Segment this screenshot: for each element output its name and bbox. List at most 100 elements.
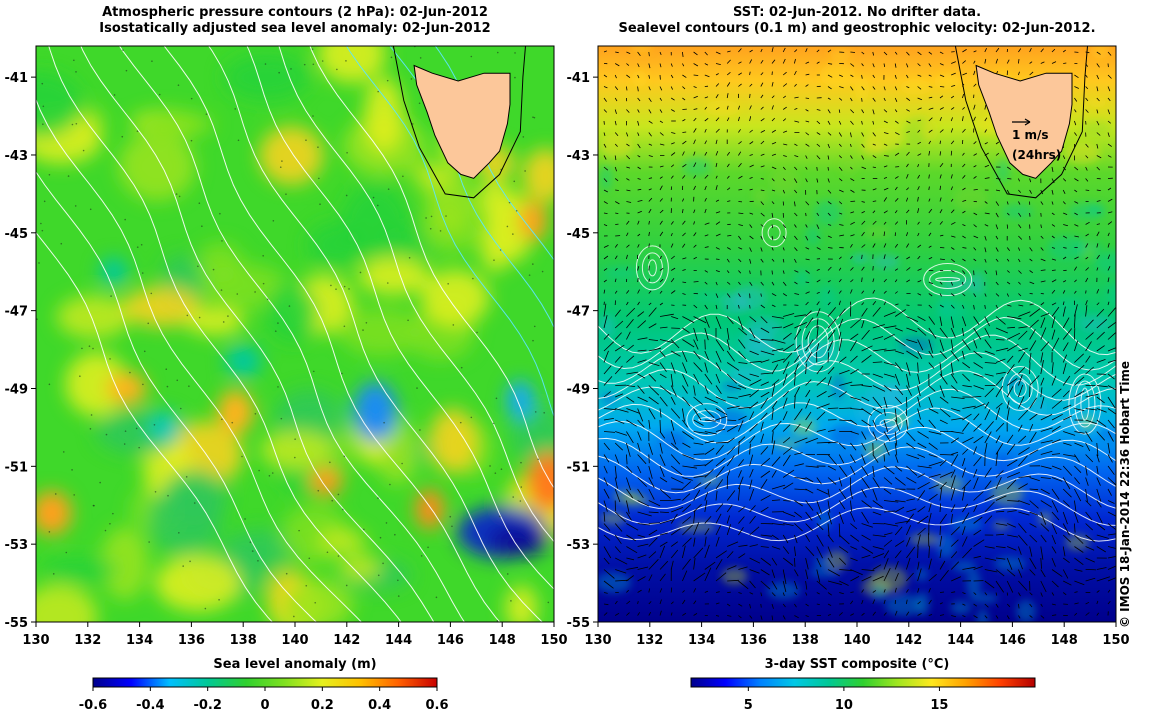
velocity-arrow xyxy=(950,487,956,501)
data-dot xyxy=(528,274,531,276)
data-dot xyxy=(379,536,382,539)
velocity-arrow xyxy=(715,270,720,273)
velocity-arrow xyxy=(626,74,631,79)
velocity-arrow xyxy=(861,569,875,572)
velocity-arrow xyxy=(872,220,877,225)
velocity-arrow xyxy=(861,500,872,509)
velocity-arrow xyxy=(1051,439,1061,444)
velocity-arrow xyxy=(906,51,910,56)
velocity-arrow xyxy=(704,293,708,297)
velocity-arrow xyxy=(950,117,953,122)
velocity-arrow xyxy=(1085,577,1096,582)
velocity-arrow xyxy=(906,525,912,536)
velocity-arrow xyxy=(794,372,796,386)
velocity-arrow xyxy=(995,470,1004,478)
data-dot xyxy=(341,372,343,375)
velocity-arrow xyxy=(782,281,787,286)
velocity-arrow xyxy=(1107,74,1112,79)
velocity-arrow xyxy=(1085,534,1096,543)
velocity-arrow xyxy=(603,569,615,579)
velocity-arrow xyxy=(603,454,610,463)
velocity-arrow xyxy=(760,592,763,597)
velocity-arrow xyxy=(715,51,721,55)
velocity-arrow xyxy=(794,394,796,409)
velocity-arrow xyxy=(872,166,876,168)
velocity-arrow xyxy=(771,534,779,540)
velocity-arrow xyxy=(1107,396,1116,409)
velocity-arrow xyxy=(816,132,821,135)
velocity-arrow xyxy=(603,166,609,171)
velocity-arrow xyxy=(1062,500,1070,507)
velocity-arrow xyxy=(962,566,976,570)
velocity-arrow xyxy=(917,561,920,570)
velocity-arrow xyxy=(1018,384,1024,398)
velocity-arrow xyxy=(782,332,792,340)
velocity-arrow xyxy=(693,537,696,547)
velocity-arrow xyxy=(603,376,613,386)
velocity-arrow xyxy=(670,528,681,536)
data-dot xyxy=(472,277,474,280)
velocity-arrow xyxy=(805,84,809,87)
velocity-arrow xyxy=(637,543,649,547)
velocity-arrow xyxy=(850,155,853,159)
velocity-arrow xyxy=(850,419,858,425)
velocity-arrow xyxy=(715,162,718,168)
velocity-arrow xyxy=(850,600,854,605)
data-dot xyxy=(377,90,379,93)
velocity-arrow xyxy=(782,569,787,585)
velocity-arrow xyxy=(894,256,899,260)
right-colorbar-gradient xyxy=(690,677,1036,688)
velocity-arrow xyxy=(906,362,911,376)
velocity-arrow xyxy=(894,268,899,271)
velocity-arrow xyxy=(659,143,665,146)
velocity-arrow xyxy=(749,59,753,64)
velocity-arrow xyxy=(1074,109,1077,113)
velocity-arrow xyxy=(1096,442,1099,457)
velocity-arrow xyxy=(917,244,922,248)
velocity-arrow xyxy=(603,477,609,486)
data-dot xyxy=(452,324,455,326)
velocity-arrow xyxy=(614,255,618,260)
velocity-arrow xyxy=(1074,132,1078,136)
velocity-arrow xyxy=(883,301,887,306)
velocity-arrow xyxy=(771,235,774,241)
velocity-arrow xyxy=(973,362,984,369)
velocity-arrow xyxy=(805,546,815,557)
velocity-arrow xyxy=(738,362,748,364)
velocity-arrow xyxy=(850,120,854,125)
anomaly-patch xyxy=(478,179,511,225)
velocity-arrow xyxy=(872,511,882,516)
velocity-arrow xyxy=(670,560,674,570)
velocity-arrow xyxy=(984,421,994,432)
velocity-arrow xyxy=(805,48,808,53)
velocity-arrow xyxy=(1040,235,1044,239)
data-dot xyxy=(121,135,124,138)
data-dot xyxy=(408,257,411,259)
velocity-arrow xyxy=(995,235,999,240)
velocity-arrow xyxy=(704,63,709,66)
velocity-arrow xyxy=(693,128,697,133)
velocity-arrow xyxy=(615,431,628,436)
velocity-arrow xyxy=(726,270,730,274)
velocity-arrow xyxy=(794,344,801,352)
sst-patch xyxy=(854,76,870,103)
velocity-arrow xyxy=(1096,431,1105,441)
velocity-arrow xyxy=(670,221,674,225)
velocity-arrow xyxy=(648,323,657,329)
velocity-arrow xyxy=(827,511,832,525)
velocity-arrow xyxy=(760,201,765,206)
velocity-arrow xyxy=(805,166,808,170)
velocity-arrow xyxy=(1107,266,1111,271)
velocity-arrow xyxy=(726,59,731,64)
velocity-arrow xyxy=(850,591,854,593)
velocity-arrow xyxy=(1107,500,1115,504)
velocity-arrow xyxy=(1062,301,1065,306)
velocity-arrow xyxy=(738,526,744,536)
sst-patch xyxy=(923,119,936,141)
velocity-arrow xyxy=(1040,592,1043,597)
velocity-arrow xyxy=(928,86,933,88)
velocity-arrow xyxy=(715,117,720,122)
velocity-arrow xyxy=(861,86,865,91)
velocity-arrow xyxy=(727,247,731,250)
velocity-arrow xyxy=(906,120,911,124)
